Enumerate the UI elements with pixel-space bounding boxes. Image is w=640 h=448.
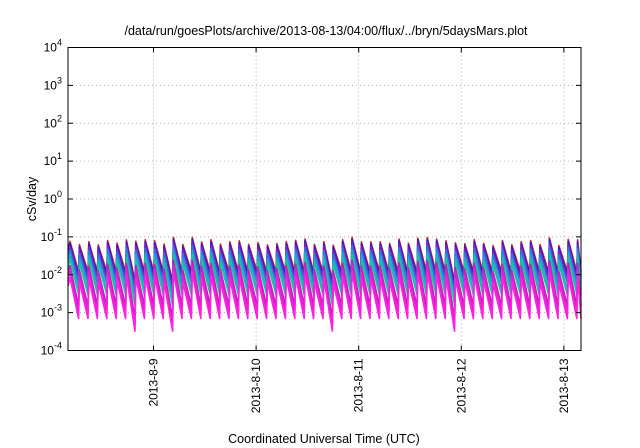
- chart-title: /data/run/goesPlots/archive/2013-08-13/0…: [124, 24, 528, 38]
- axis-ticks: [68, 47, 581, 351]
- y-tick-labels: 104 103 102 101 100 10-1 10-2 10-3 10-4: [41, 38, 62, 358]
- y-tick-label: 10-3: [41, 303, 62, 320]
- y-tick-label: 103: [44, 75, 62, 92]
- y-tick-label: 104: [44, 38, 62, 55]
- x-tick-label: 2013-8-11: [352, 358, 366, 412]
- x-tick-label: 2013-8-10: [249, 358, 263, 413]
- y-tick-label: 100: [44, 189, 62, 206]
- y-tick-label: 102: [44, 113, 62, 130]
- y-tick-label: 10-1: [41, 227, 62, 244]
- x-axis-label: Coordinated Universal Time (UTC): [228, 432, 420, 446]
- y-tick-label: 101: [44, 151, 62, 168]
- x-tick-label: 2013-8-9: [147, 358, 161, 406]
- x-tick-label: 2013-8-12: [454, 358, 468, 413]
- y-tick-label: 10-2: [41, 265, 62, 282]
- series-layer: [67, 236, 582, 332]
- series-line: [67, 271, 582, 332]
- y-axis-label: cSv/day: [25, 176, 39, 221]
- y-tick-label: 10-4: [41, 341, 62, 358]
- x-tick-label: 2013-8-13: [557, 358, 571, 413]
- x-tick-labels: 2013-8-9 2013-8-10 2013-8-11 2013-8-12 2013-…: [147, 358, 571, 413]
